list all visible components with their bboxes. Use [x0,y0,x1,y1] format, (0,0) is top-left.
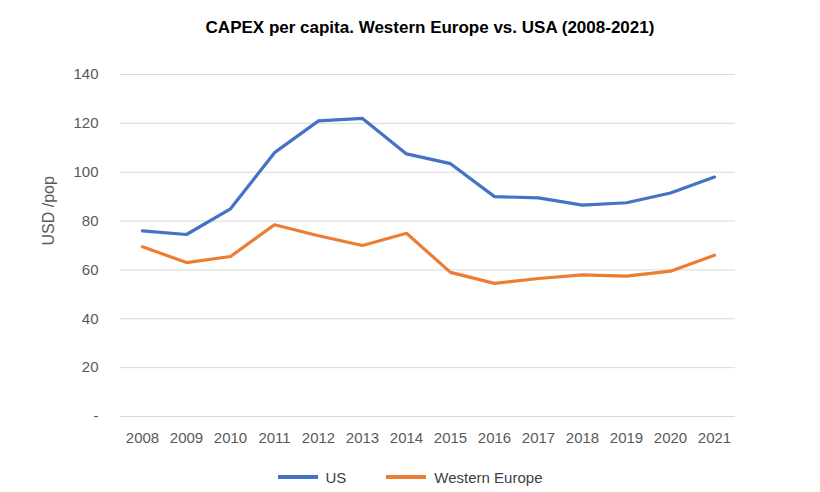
svg-text:60: 60 [82,261,99,278]
svg-text:2012: 2012 [302,429,335,446]
svg-text:120: 120 [73,114,98,131]
svg-text:140: 140 [73,65,98,82]
svg-text:2013: 2013 [346,429,379,446]
svg-text:40: 40 [82,310,99,327]
html-text:CAPEX per capita. Western Euro: CAPEX per capita. Western Europe vs. USA… [205,18,655,37]
html-text:Western Europe: Western Europe [434,468,543,486]
svg-text:2019: 2019 [610,429,643,446]
html-text:US: US [325,468,347,486]
svg-text:2010: 2010 [214,429,247,446]
svg-text:2021: 2021 [698,429,731,446]
svg-text:2015: 2015 [434,429,467,446]
svg-text:2018: 2018 [566,429,599,446]
svg-text:USD /pop: USD /pop [40,176,57,245]
svg-text:80: 80 [82,212,99,229]
svg-text:20: 20 [82,358,99,375]
svg-text:100: 100 [73,163,98,180]
svg-text:-: - [94,407,99,424]
svg-text:2016: 2016 [478,429,511,446]
svg-text:2011: 2011 [258,429,290,446]
svg-text:2014: 2014 [390,429,423,446]
svg-text:2017: 2017 [522,429,555,446]
svg-text:2009: 2009 [170,429,203,446]
svg-text:2008: 2008 [126,429,159,446]
svg-text:2020: 2020 [654,429,687,446]
